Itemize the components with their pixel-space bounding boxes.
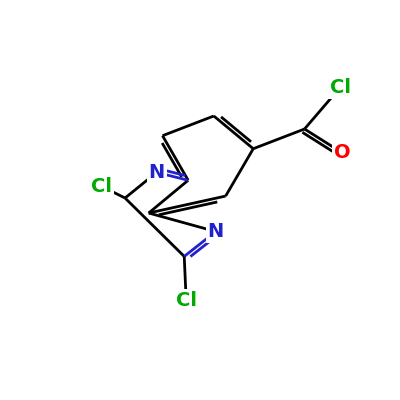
Text: O: O	[334, 143, 350, 162]
Text: Cl: Cl	[91, 177, 112, 196]
Text: N: N	[148, 163, 165, 182]
Text: N: N	[208, 222, 224, 241]
Text: Cl: Cl	[330, 78, 350, 97]
Text: Cl: Cl	[176, 291, 197, 310]
